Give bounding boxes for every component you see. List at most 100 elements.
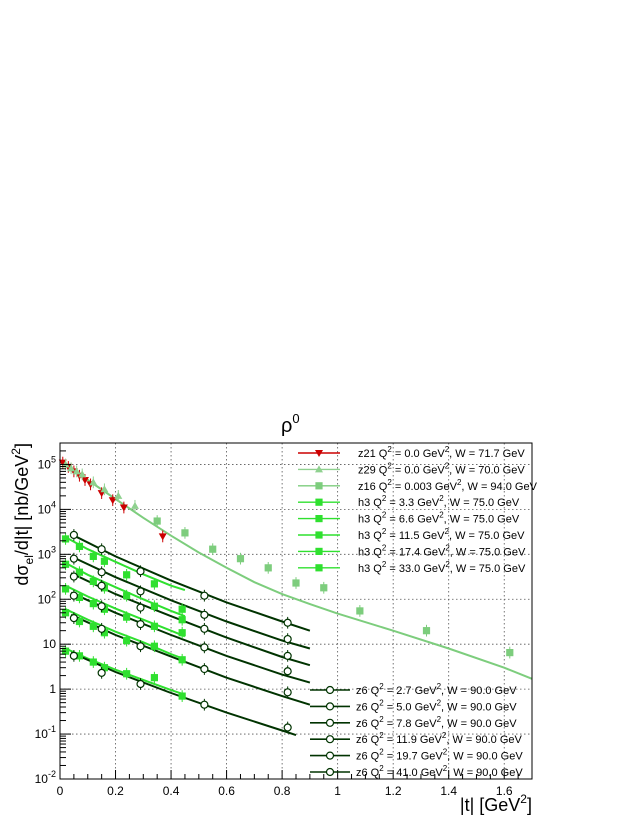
legend-label: h3 Q2 = 17.4 GeV2, W = 75.0 GeV bbox=[358, 543, 526, 558]
marker-open-circle bbox=[69, 614, 78, 623]
marker-triangle-down bbox=[58, 459, 67, 467]
marker-square bbox=[75, 542, 84, 551]
marker-triangle-down bbox=[80, 477, 89, 485]
marker-open-circle bbox=[136, 567, 145, 576]
marker-square bbox=[89, 622, 97, 630]
marker-open-circle bbox=[97, 602, 106, 611]
marker-square bbox=[422, 627, 431, 635]
y-tick-label: 102 bbox=[38, 589, 56, 606]
legend-entry: z6 Q2 = 2.7 GeV2, W = 90.0 GeV bbox=[310, 682, 517, 697]
marker-triangle-down bbox=[119, 504, 128, 512]
legend-entry: z6 Q2 = 7.8 GeV2, W = 90.0 GeV bbox=[310, 715, 517, 730]
y-tick-label: 10-1 bbox=[35, 724, 56, 741]
legend-label: h3 Q2 = 11.5 GeV2, W = 75.0 GeV bbox=[358, 527, 525, 542]
marker-square bbox=[150, 580, 158, 588]
x-tick-label: 0.8 bbox=[274, 784, 291, 798]
legend-label: h3 Q2 = 33.0 GeV2, W = 75.0 GeV bbox=[358, 560, 526, 575]
legend-entry: z6 Q2 = 11.9 GeV2, W = 90.0 GeV bbox=[310, 731, 523, 746]
legend-label: z6 Q2 = 5.0 GeV2, W = 90.0 GeV bbox=[356, 698, 517, 713]
x-tick-label: 1 bbox=[334, 784, 341, 798]
marker-square bbox=[315, 531, 323, 539]
marker-square bbox=[75, 568, 84, 576]
x-tick-label: 1.4 bbox=[440, 784, 457, 798]
marker-open-circle bbox=[69, 530, 78, 540]
legend-entry: z21 Q2 = 0.0 GeV2, W = 71.7 GeV bbox=[298, 445, 525, 460]
marker-square bbox=[75, 593, 84, 601]
marker-square bbox=[320, 584, 328, 592]
chart-title: ρ0 bbox=[281, 411, 300, 437]
marker-triangle-up bbox=[72, 467, 81, 475]
marker-open-circle bbox=[325, 685, 335, 695]
marker-square bbox=[292, 579, 300, 587]
marker-open-circle bbox=[325, 767, 335, 777]
marker-square bbox=[89, 600, 97, 608]
legend-entry: h3 Q2 = 6.6 GeV2, W = 75.0 GeV bbox=[298, 511, 520, 526]
marker-square bbox=[123, 592, 131, 600]
marker-open-circle bbox=[97, 668, 106, 677]
marker-square bbox=[315, 564, 323, 572]
model-curve bbox=[65, 608, 186, 661]
marker-square bbox=[150, 622, 158, 630]
marker-open-circle bbox=[283, 651, 292, 660]
marker-open-circle bbox=[97, 568, 106, 577]
marker-open-circle bbox=[97, 624, 106, 633]
marker-square bbox=[123, 613, 131, 621]
marker-square bbox=[150, 602, 158, 610]
x-tick-label: 0.4 bbox=[163, 784, 180, 798]
legend-label: h3 Q2 = 6.6 GeV2, W = 75.0 GeV bbox=[358, 511, 520, 526]
marker-open-circle bbox=[136, 587, 145, 596]
marker-square bbox=[123, 670, 131, 678]
legend-label: z6 Q2 = 7.8 GeV2, W = 90.0 GeV bbox=[356, 715, 517, 730]
marker-triangle-up bbox=[114, 491, 123, 499]
legend-label: z16 Q2 = 0.003 GeV2, W = 94.0 GeV bbox=[358, 478, 538, 493]
legend-label: z6 Q2 = 41.0 GeV2, W = 90.0 GeV bbox=[356, 764, 523, 779]
x-tick-label: 0 bbox=[57, 784, 64, 798]
model-curve bbox=[70, 613, 311, 706]
marker-open-circle bbox=[283, 688, 292, 697]
marker-open-circle bbox=[200, 624, 209, 633]
marker-triangle-up bbox=[67, 464, 76, 472]
y-axis-label: dσel/d|t| [nb/GeV2] bbox=[9, 443, 36, 586]
y-tick-label: 103 bbox=[38, 544, 56, 561]
marker-square bbox=[178, 616, 186, 624]
marker-square bbox=[178, 656, 186, 664]
marker-open-circle bbox=[200, 664, 209, 674]
marker-square bbox=[100, 629, 109, 637]
marker-open-circle bbox=[69, 651, 78, 660]
marker-square bbox=[315, 498, 323, 506]
marker-open-circle bbox=[136, 603, 145, 612]
marker-square bbox=[356, 607, 364, 615]
legend-label: z6 Q2 = 19.7 GeV2, W = 90.0 GeV bbox=[356, 748, 523, 763]
marker-open-circle bbox=[136, 679, 145, 689]
marker-square bbox=[181, 529, 189, 537]
legend-label: z29 Q2 = 0.0 GeV2, W = 70.0 GeV bbox=[358, 461, 525, 476]
marker-square bbox=[61, 585, 70, 593]
marker-triangle-down bbox=[108, 497, 117, 505]
legend-entry: z29 Q2 = 0.0 GeV2, W = 70.0 GeV bbox=[298, 461, 525, 476]
marker-open-circle bbox=[325, 735, 335, 744]
legend-label: z6 Q2 = 2.7 GeV2, W = 90.0 GeV bbox=[356, 682, 517, 697]
x-axis-label: |t| [GeV2] bbox=[460, 792, 532, 815]
legend-label: z6 Q2 = 11.9 GeV2, W = 90.0 GeV bbox=[356, 731, 523, 746]
marker-triangle-up bbox=[130, 501, 139, 509]
marker-open-circle bbox=[325, 702, 335, 711]
marker-square bbox=[75, 617, 84, 626]
y-tick-label: 104 bbox=[38, 499, 56, 516]
marker-square bbox=[178, 692, 186, 700]
marker-open-circle bbox=[200, 643, 209, 652]
x-tick-label: 0.2 bbox=[107, 784, 124, 798]
marker-square bbox=[178, 605, 186, 613]
legend-entry: z6 Q2 = 5.0 GeV2, W = 90.0 GeV bbox=[310, 698, 517, 713]
legend-label: z21 Q2 = 0.0 GeV2, W = 71.7 GeV bbox=[358, 445, 525, 460]
legend-entry: h3 Q2 = 3.3 GeV2, W = 75.0 GeV bbox=[298, 494, 520, 509]
marker-triangle-up bbox=[315, 465, 323, 473]
marker-square bbox=[123, 637, 131, 645]
marker-open-circle bbox=[136, 619, 145, 629]
axis-ticks: 0 0.2 0.4 0.6 0.8 1 1.2 1.4 1.6 10-2 10-1 1 10 102 103… bbox=[35, 442, 519, 798]
marker-triangle-up bbox=[78, 470, 87, 478]
marker-open-circle bbox=[136, 642, 145, 651]
marker-square bbox=[150, 642, 158, 650]
